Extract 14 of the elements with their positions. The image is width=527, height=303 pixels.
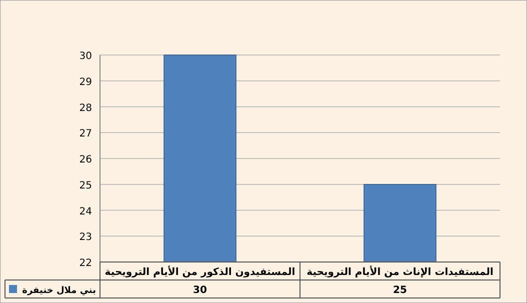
x-tick-label: المستفيدون الذكور من الأيام الترويحية — [104, 265, 296, 278]
y-tick-label: 26 — [79, 154, 92, 166]
y-tick-label: 24 — [79, 206, 92, 218]
y-tick-label: 30 — [79, 51, 92, 62]
y-tick-label: 29 — [79, 76, 92, 88]
y-tick-label: 27 — [79, 128, 92, 140]
y-tick-label: 28 — [79, 102, 92, 114]
x-tick-label: المستفيدات الإناث من الأيام الترويحية — [306, 265, 494, 278]
y-tick-label: 23 — [79, 232, 92, 244]
data-label: 30 — [193, 285, 207, 296]
data-label: 25 — [393, 285, 407, 296]
legend-label: بني ملال خنيفرة — [22, 286, 96, 296]
y-tick-label: 25 — [79, 180, 92, 192]
y-tick-label: 22 — [79, 258, 92, 269]
